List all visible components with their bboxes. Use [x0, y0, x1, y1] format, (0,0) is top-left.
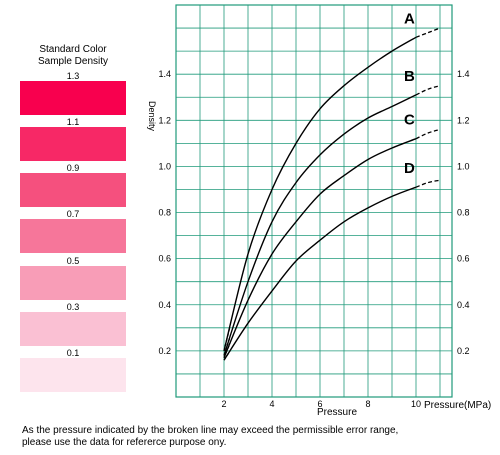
- swatch-0-3: [20, 312, 126, 346]
- series-label-a: A: [404, 10, 415, 27]
- x-tick-label: 4: [269, 399, 274, 409]
- y-tick-label-right: 1.0: [457, 161, 470, 171]
- curve-a-dashed-extension: [415, 27, 441, 38]
- y-tick-label-right: 0.8: [457, 208, 470, 218]
- swatch-label-1-1: 1.1: [66, 117, 80, 127]
- plot-frame: [175, 4, 453, 398]
- series-label-c: C: [404, 112, 415, 129]
- panel-title-line2: Sample Density: [37, 56, 109, 67]
- standard-color-sample-panel: Standard Color Sample Density 1.3 1.1 0.…: [0, 0, 150, 400]
- disclaimer-note: As the pressure indicated by the broken …: [22, 425, 492, 449]
- y-tick-label-left: 1.4: [158, 69, 171, 79]
- y-tick-label-right: 1.4: [457, 69, 470, 79]
- swatch-label-1-3: 1.3: [66, 71, 80, 81]
- swatch-0-7: [20, 219, 126, 253]
- density-pressure-chart: 2 4 6 8 10 0.2 0.2 0.4 0.4 0.6 0.6 0.8 0.8 1.0 1.0 1.2 1…: [147, 4, 491, 418]
- note-line-2: please use the data for refererce purpos…: [22, 437, 227, 448]
- swatch-0-1: [20, 358, 126, 392]
- series-label-b: B: [404, 68, 415, 85]
- swatch-0-5: [20, 266, 126, 300]
- axis-ticks: 2 4 6 8 10 0.2 0.2 0.4 0.4 0.6 0.6 0.8 0.8 1.0 1.0 1.2 1…: [158, 69, 469, 409]
- curve-c: [223, 138, 417, 359]
- density-curves: A B C D: [223, 10, 441, 361]
- y-tick-label-right: 0.4: [457, 300, 470, 310]
- y-tick-label-right: 0.6: [457, 254, 470, 264]
- x-tick-label: 2: [221, 399, 226, 409]
- y-tick-label-left: 1.0: [158, 161, 171, 171]
- swatch-label-0-5: 0.5: [66, 256, 80, 266]
- swatch-label-0-3: 0.3: [66, 302, 80, 312]
- x-axis-label: Pressure: [317, 407, 357, 418]
- x-tick-label: 6: [317, 399, 322, 409]
- chart-grid: [176, 5, 452, 397]
- curve-d-dashed-extension: [415, 179, 441, 188]
- y-tick-label-left: 1.2: [158, 115, 171, 125]
- y-tick-label-left: 0.2: [158, 346, 171, 356]
- swatch-label-0-1: 0.1: [66, 348, 80, 358]
- swatch-label-0-9: 0.9: [66, 163, 80, 173]
- x-tick-label: 10: [411, 399, 421, 409]
- y-tick-label-right: 1.2: [457, 115, 470, 125]
- curve-a: [223, 36, 417, 352]
- y-axis-label: Density: [147, 101, 157, 132]
- x-axis-unit-label: Pressure(MPa): [424, 400, 491, 411]
- y-tick-label-right: 0.2: [457, 346, 470, 356]
- curve-c-dashed-extension: [415, 128, 441, 140]
- y-tick-label-left: 0.8: [158, 208, 171, 218]
- note-line-1: As the pressure indicated by the broken …: [22, 425, 399, 436]
- curve-b-dashed-extension: [415, 85, 441, 96]
- y-tick-label-left: 0.6: [158, 254, 171, 264]
- swatch-label-0-7: 0.7: [66, 209, 80, 219]
- swatch-1-3: [20, 81, 126, 115]
- swatch-0-9: [20, 173, 126, 207]
- swatch-1-1: [20, 127, 126, 161]
- curve-d: [223, 186, 417, 361]
- x-tick-label: 8: [365, 399, 370, 409]
- curve-b: [223, 94, 417, 356]
- series-label-d: D: [404, 160, 415, 177]
- y-tick-label-left: 0.4: [158, 300, 171, 310]
- panel-title-line1: Standard Color: [39, 44, 107, 55]
